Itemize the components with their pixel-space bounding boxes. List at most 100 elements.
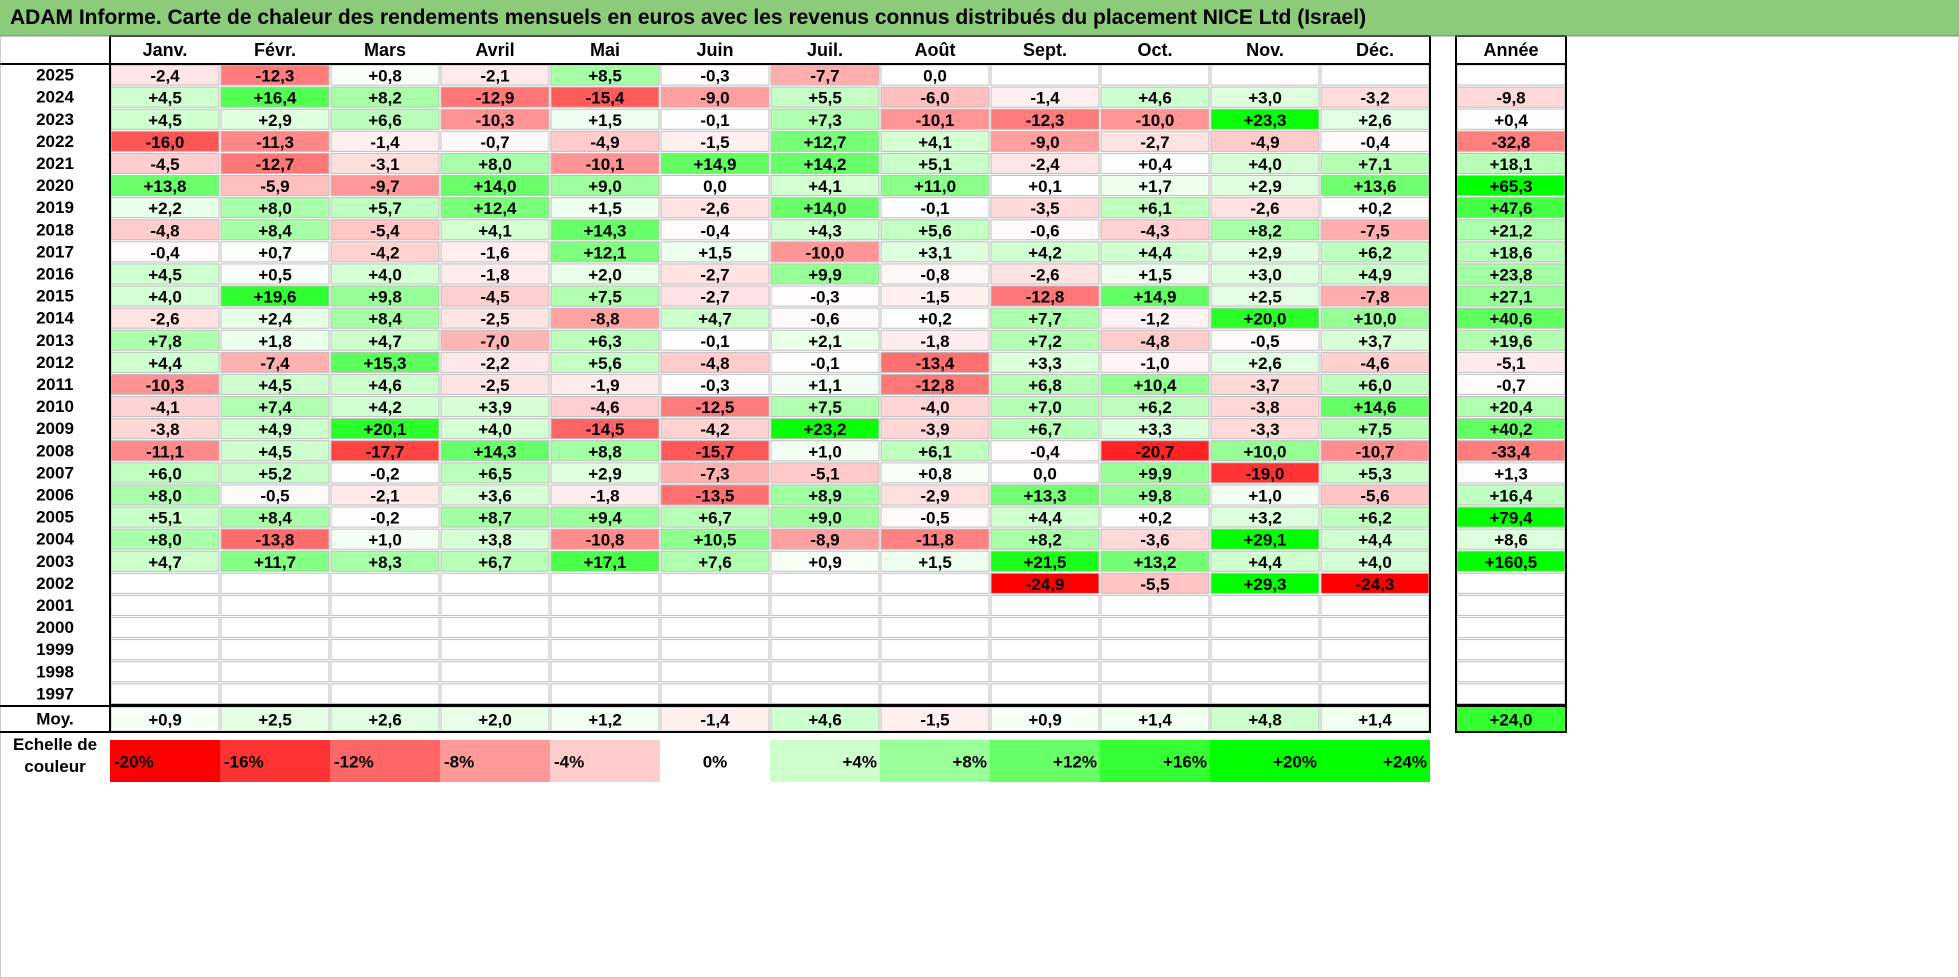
heatmap-cell bbox=[770, 241, 880, 263]
heatmap-cell bbox=[660, 86, 770, 108]
cell-value: -3,7 bbox=[1250, 376, 1279, 395]
cell-value: -12,7 bbox=[256, 155, 295, 174]
heatmap-cell bbox=[440, 86, 550, 108]
cell-value: +5,3 bbox=[1358, 464, 1392, 483]
heatmap-cell bbox=[110, 683, 220, 705]
heatmap-cell bbox=[1320, 594, 1430, 617]
heatmap-cell bbox=[770, 418, 880, 440]
cell-value: +3,0 bbox=[1248, 89, 1282, 108]
cell-value: -0,3 bbox=[700, 376, 729, 395]
cell-value: -12,3 bbox=[1026, 111, 1065, 130]
average-value: +0,9 bbox=[148, 711, 182, 730]
color-scale-stop-label: +12% bbox=[1053, 753, 1097, 772]
heatmap-cell bbox=[1210, 373, 1320, 395]
row-label-year: 2002 bbox=[36, 574, 74, 593]
row-label-year: 2000 bbox=[36, 618, 74, 637]
heatmap-cell bbox=[440, 572, 550, 594]
color-scale-stop-label: -4% bbox=[554, 753, 584, 772]
cell-value: -1,5 bbox=[700, 133, 729, 152]
cell-value: -3,3 bbox=[1250, 420, 1279, 439]
heatmap-cell bbox=[770, 550, 880, 572]
heatmap-cell bbox=[660, 550, 770, 572]
heatmap-cell bbox=[550, 528, 660, 550]
cell-value: +7,0 bbox=[1028, 398, 1062, 417]
heatmap-cell bbox=[1210, 307, 1320, 329]
heatmap-cell bbox=[990, 683, 1100, 705]
cell-value: -2,5 bbox=[480, 376, 509, 395]
annual-value: +65,3 bbox=[1489, 177, 1532, 196]
cell-value: -0,6 bbox=[810, 310, 839, 329]
cell-value: -7,7 bbox=[810, 67, 839, 86]
cell-value: -0,1 bbox=[920, 199, 949, 218]
cell-value: +4,0 bbox=[1358, 553, 1392, 572]
heatmap-cell bbox=[770, 108, 880, 130]
heatmap-cell bbox=[440, 418, 550, 440]
average-annual-value: +24,0 bbox=[1489, 711, 1532, 730]
annual-value: -33,4 bbox=[1492, 442, 1531, 461]
heatmap-cell bbox=[1210, 197, 1320, 219]
heatmap-cell bbox=[440, 263, 550, 285]
heatmap-cell bbox=[550, 152, 660, 174]
cell-value: +9,0 bbox=[808, 509, 842, 528]
cell-value: -5,5 bbox=[1140, 575, 1169, 594]
heatmap-cell bbox=[880, 152, 990, 174]
cell-value: -13,8 bbox=[256, 531, 295, 550]
heatmap-cell bbox=[440, 197, 550, 219]
heatmap-cell bbox=[1100, 108, 1210, 130]
cell-value: +0,1 bbox=[1028, 177, 1062, 196]
heatmap-cell bbox=[990, 462, 1100, 484]
annual-value: +19,6 bbox=[1489, 332, 1532, 351]
heatmap-cell bbox=[1210, 418, 1320, 440]
row-label-year: 1998 bbox=[36, 662, 74, 681]
cell-value: +16,4 bbox=[253, 89, 297, 108]
cell-value: +4,1 bbox=[808, 177, 842, 196]
cell-value: -1,2 bbox=[1140, 310, 1169, 329]
row-label-year: 2017 bbox=[36, 242, 74, 261]
heatmap-cell bbox=[770, 528, 880, 550]
heatmap-cell bbox=[1210, 285, 1320, 307]
heatmap-cell bbox=[1100, 396, 1210, 418]
heatmap-cell bbox=[1210, 484, 1320, 506]
heatmap-cell bbox=[1210, 594, 1320, 617]
cell-value: +4,0 bbox=[368, 265, 402, 284]
cell-value: -2,6 bbox=[150, 310, 179, 329]
cell-value: +6,2 bbox=[1138, 398, 1172, 417]
heatmap-cell bbox=[660, 373, 770, 395]
cell-value: -0,4 bbox=[700, 221, 730, 240]
cell-value: +21,5 bbox=[1023, 553, 1066, 572]
heatmap-cell bbox=[220, 462, 330, 484]
row-label-year: 1997 bbox=[36, 684, 74, 703]
heatmap-cell bbox=[1320, 617, 1430, 639]
cell-value: +6,3 bbox=[588, 332, 622, 351]
row-label-year: 2024 bbox=[36, 88, 74, 107]
cell-value: -3,8 bbox=[1250, 398, 1279, 417]
heatmap-cell bbox=[550, 263, 660, 285]
heatmap-cell bbox=[1100, 219, 1210, 241]
cell-value: +0,8 bbox=[368, 67, 402, 86]
annual-value: +18,6 bbox=[1489, 243, 1532, 262]
row-label-year: 2023 bbox=[36, 110, 74, 129]
heatmap-cell bbox=[330, 152, 440, 174]
cell-value: +4,1 bbox=[918, 133, 952, 152]
heatmap-cell bbox=[220, 86, 330, 108]
color-scale-swatch bbox=[1100, 740, 1210, 782]
average-value: -1,5 bbox=[920, 711, 949, 730]
heatmap-cell bbox=[990, 285, 1100, 307]
heatmap-cell bbox=[660, 241, 770, 263]
heatmap-cell bbox=[990, 307, 1100, 329]
heatmap-cell bbox=[1320, 661, 1430, 683]
cell-value: +2,1 bbox=[808, 332, 842, 351]
heatmap-cell bbox=[440, 661, 550, 683]
cell-value: +23,2 bbox=[803, 420, 846, 439]
cell-value: -3,1 bbox=[370, 155, 399, 174]
annual-cell bbox=[1456, 617, 1566, 639]
heatmap-cell bbox=[990, 484, 1100, 506]
cell-value: 0,0 bbox=[1033, 464, 1057, 483]
cell-value: -11,8 bbox=[916, 531, 954, 550]
heatmap-cell bbox=[1210, 86, 1320, 108]
heatmap-cell bbox=[330, 175, 440, 197]
cell-value: -10,0 bbox=[806, 243, 845, 262]
cell-value: +8,2 bbox=[1248, 221, 1282, 240]
heatmap-cell bbox=[660, 572, 770, 594]
cell-value: -1,9 bbox=[590, 376, 619, 395]
